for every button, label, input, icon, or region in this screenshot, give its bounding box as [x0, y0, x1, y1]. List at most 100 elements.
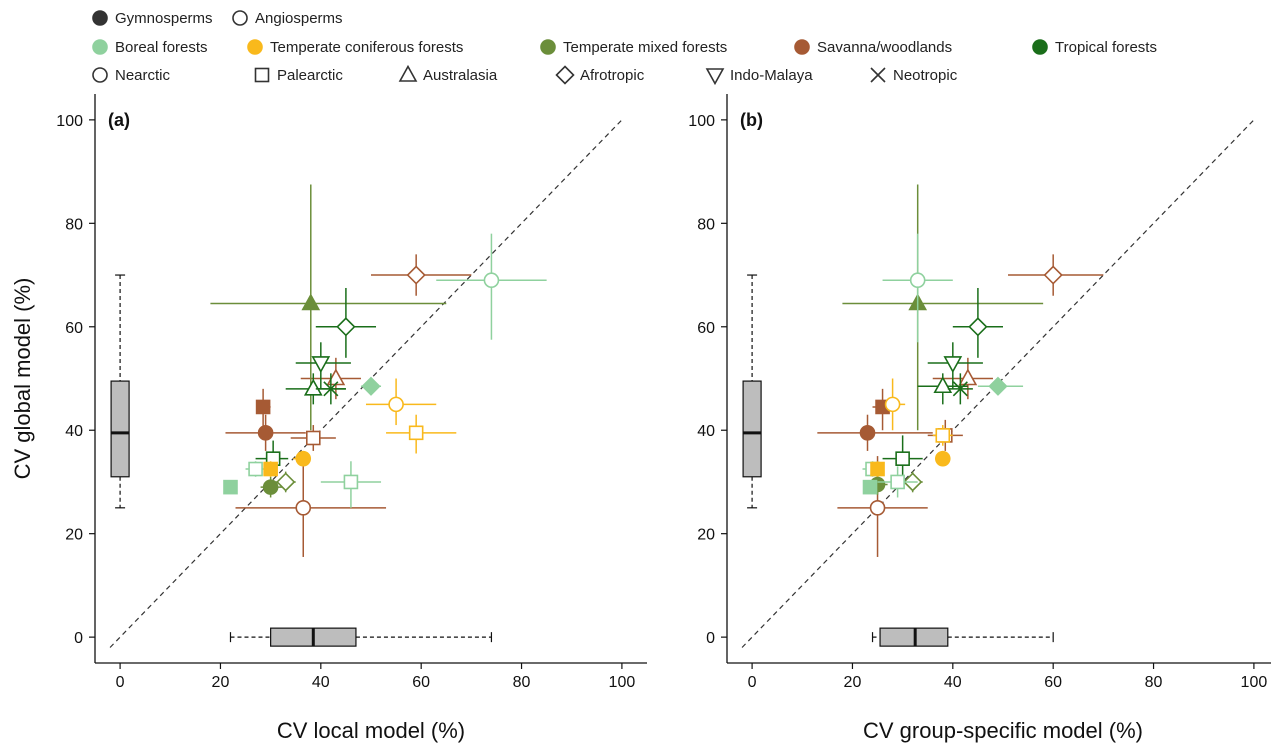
y-tick-label: 20: [65, 527, 83, 544]
legend-biome-marker: [247, 39, 263, 55]
data-point: [235, 456, 387, 557]
legend-taxon-label: Angiosperms: [255, 10, 343, 27]
point-marker: [943, 356, 963, 374]
point-marker: [388, 396, 404, 413]
data-point: [386, 414, 457, 454]
panel-label: (b): [740, 110, 763, 130]
y-tick-label: 60: [697, 320, 715, 337]
data-point: [932, 425, 953, 446]
point-marker: [295, 500, 312, 516]
point-marker: [859, 425, 876, 441]
point-marker: [301, 293, 321, 311]
data-point: [817, 414, 933, 451]
data-point: [290, 425, 336, 451]
data-point: [320, 461, 382, 508]
point-marker: [934, 450, 951, 467]
legend-filled-circle-marker: [92, 10, 108, 26]
y-tick-label: 100: [56, 113, 83, 130]
point-marker: [952, 381, 968, 397]
data-point: [263, 461, 278, 477]
data-point: [225, 414, 306, 451]
x-tick-label: 40: [312, 674, 330, 691]
y-tick-label: 40: [65, 423, 83, 440]
x-tick-label: 100: [609, 674, 636, 691]
data-point: [952, 287, 1003, 358]
x-tick-label: 0: [116, 674, 125, 691]
y-tick-label: 80: [65, 216, 83, 233]
data-point: [293, 450, 312, 467]
y-boxplot: [110, 274, 130, 509]
point-marker: [303, 378, 323, 396]
point-marker: [263, 461, 278, 477]
y-tick-label: 100: [688, 113, 715, 130]
legend-triangle-up-marker: [398, 64, 418, 82]
y-tick-label: 40: [697, 423, 715, 440]
point-marker: [933, 376, 953, 394]
data-point: [870, 461, 885, 477]
data-point: [360, 376, 382, 396]
legend-open-circle-marker: [232, 10, 248, 26]
point-marker: [408, 425, 424, 441]
legend-diamond-marker: [555, 65, 575, 85]
y-tick-label: 0: [74, 630, 83, 647]
data-point: [223, 479, 238, 495]
point-marker: [323, 381, 339, 397]
legend-biome-label: Savanna/woodlands: [817, 39, 952, 56]
legend-cross-marker: [870, 67, 886, 83]
data-point: [371, 254, 472, 296]
point-marker: [361, 376, 381, 396]
x-tick-label: 80: [1145, 674, 1163, 691]
panel-label: (a): [108, 110, 130, 130]
y-axis-title: CV global model (%): [10, 278, 35, 480]
legend-realm-label: Palearctic: [277, 67, 343, 84]
legend-biome-label: Temperate mixed forests: [563, 39, 727, 56]
point-marker: [935, 428, 951, 443]
point-marker: [988, 376, 1008, 396]
legend-biome-label: Temperate coniferous forests: [270, 39, 463, 56]
data-point: [210, 184, 447, 431]
point-marker: [223, 479, 238, 495]
y-boxplot: [742, 274, 762, 509]
data-point: [934, 450, 951, 467]
x-boxplot: [871, 627, 1054, 647]
x-tick-label: 40: [944, 674, 962, 691]
x-tick-label: 20: [844, 674, 862, 691]
x-boxplot: [229, 627, 493, 647]
legend-triangle-down-marker: [705, 68, 725, 86]
point-marker: [276, 472, 296, 492]
point-marker: [262, 479, 279, 495]
legend-biome-marker: [794, 39, 810, 55]
point-marker: [248, 461, 263, 477]
legend-biome-label: Tropical forests: [1055, 39, 1157, 56]
data-point: [862, 479, 878, 495]
data-point: [295, 342, 351, 389]
data-point: [882, 233, 953, 343]
legend-realm-label: Nearctic: [115, 67, 171, 84]
point-marker: [884, 396, 901, 413]
point-marker: [895, 451, 910, 466]
legend-biome-marker: [92, 39, 108, 55]
x-tick-label: 0: [748, 674, 757, 691]
x-tick-label: 100: [1241, 674, 1268, 691]
y-tick-label: 60: [65, 320, 83, 337]
data-point: [977, 376, 1024, 396]
point-marker: [483, 272, 500, 289]
point-marker: [257, 425, 274, 441]
data-point: [365, 378, 437, 426]
one-to-one-line: [741, 119, 1255, 648]
point-marker: [909, 272, 926, 289]
point-marker: [305, 430, 321, 446]
point-marker: [343, 474, 359, 490]
data-point: [275, 471, 296, 493]
legend-realm-label: Neotropic: [893, 67, 958, 84]
x-tick-label: 60: [1044, 674, 1062, 691]
point-marker: [406, 265, 426, 285]
data-point: [245, 461, 266, 477]
one-to-one-line: [109, 119, 623, 648]
x-tick-label: 20: [212, 674, 230, 691]
legend-realm-label: Australasia: [423, 67, 498, 84]
x-axis-title: CV group-specific model (%): [863, 718, 1143, 743]
x-tick-label: 80: [513, 674, 531, 691]
y-tick-label: 20: [697, 527, 715, 544]
point-marker: [869, 500, 886, 516]
